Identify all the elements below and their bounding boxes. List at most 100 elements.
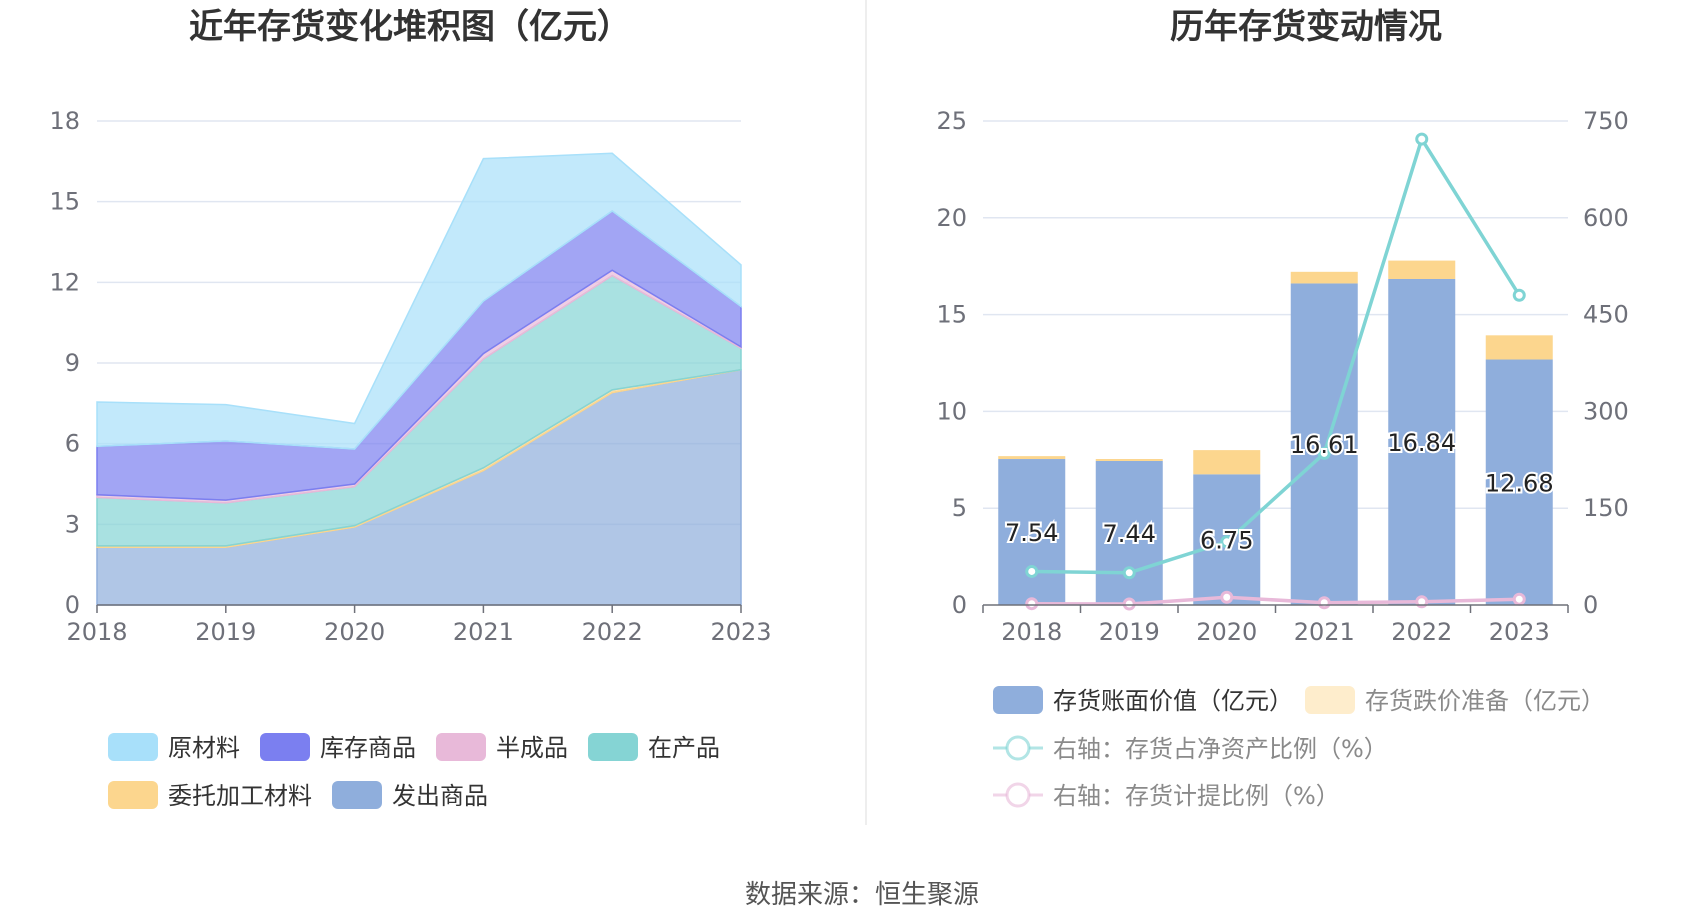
- right-chart-data-labels: 7.54 7.44 6.75 16.61 16.84 12.68: [1003, 427, 1556, 557]
- right-x-tick-label: 2018: [1001, 618, 1062, 646]
- legend-label: 右轴：存货占净资产比例（%）: [1053, 735, 1388, 763]
- line-point: [1220, 590, 1234, 604]
- bar-series-1: [1290, 283, 1358, 605]
- bar-value-label: 16.84: [1387, 429, 1456, 457]
- legend-swatch: [260, 733, 310, 761]
- left-chart: 近年存货变化堆积图（亿元） 0 3 6 9 12 15 18 2018 2019 2020 2021…: [49, 7, 771, 810]
- right-legend-item[interactable]: 存货账面价值（亿元）: [993, 686, 1293, 715]
- left-y-tick-label: 6: [65, 430, 80, 458]
- legend-label: 右轴：存货计提比例（%）: [1053, 782, 1340, 810]
- left-chart-axes: 0 3 6 9 12 15 18 2018 2019 2020 2021 2022 2023: [49, 107, 771, 646]
- left-y-tick-label: 3: [65, 510, 80, 538]
- bar-value-label: 16.61: [1290, 431, 1359, 459]
- right-legend-item[interactable]: 存货跌价准备（亿元）: [1305, 686, 1605, 715]
- line-point: [1512, 592, 1526, 606]
- bar-series-1: [998, 459, 1066, 605]
- line-series-2: [1031, 595, 1520, 606]
- right-y2-tick-label: 150: [1583, 494, 1629, 522]
- legend-swatch: [332, 781, 382, 809]
- legend-label: 半成品: [496, 734, 568, 762]
- line-point: [1512, 288, 1526, 302]
- line-point: [1220, 535, 1234, 549]
- legend-label: 原材料: [168, 734, 240, 762]
- line-point: [1317, 596, 1331, 610]
- line-series-1: [1031, 134, 1521, 575]
- bar-series-2: [1388, 260, 1456, 279]
- bar-series-1: [1485, 359, 1553, 605]
- right-chart: 历年存货变动情况 7.54 7.44 6.75 16.61 16.84 12.68 0 5 1…: [936, 7, 1628, 810]
- line-point: [1025, 597, 1039, 611]
- left-x-tick-label: 2019: [195, 618, 256, 646]
- bar-series-1: [1388, 278, 1456, 605]
- bar-value-label: 12.68: [1485, 469, 1554, 497]
- left-x-tick-label: 2020: [324, 618, 385, 646]
- bar-series-2: [1095, 459, 1163, 461]
- right-y2-tick-label: 750: [1583, 107, 1629, 135]
- bar-value-label: 7.44: [1103, 520, 1156, 548]
- left-x-tick-label: 2021: [453, 618, 514, 646]
- legend-label: 库存商品: [320, 734, 416, 762]
- left-x-tick-label: 2023: [710, 618, 771, 646]
- bar-value-label: 6.75: [1200, 527, 1253, 555]
- legend-label: 存货账面价值（亿元）: [1053, 687, 1293, 715]
- legend-marker-swatch: [1005, 735, 1031, 761]
- right-y2-tick-label: 450: [1583, 301, 1629, 329]
- bar-series-2: [998, 456, 1066, 460]
- bar-series-2: [1485, 335, 1553, 360]
- right-y-tick-label: 15: [936, 301, 967, 329]
- line-point: [1122, 597, 1136, 611]
- area-series-6: [96, 152, 742, 450]
- legend-label: 在产品: [648, 734, 720, 762]
- right-y-tick-label: 10: [936, 397, 967, 425]
- left-chart-title: 近年存货变化堆积图（亿元）: [189, 7, 631, 47]
- data-source-note: 数据来源：恒生聚源: [745, 880, 979, 910]
- left-y-tick-label: 12: [49, 268, 80, 296]
- left-x-tick-label: 2022: [582, 618, 643, 646]
- left-chart-areas: [96, 152, 742, 606]
- right-y2-tick-label: 600: [1583, 204, 1629, 232]
- left-legend-item[interactable]: 库存商品: [260, 733, 416, 762]
- right-y2-tick-label: 300: [1583, 397, 1629, 425]
- right-legend-item[interactable]: 右轴：存货占净资产比例（%）: [993, 735, 1388, 763]
- right-x-tick-label: 2023: [1489, 618, 1550, 646]
- legend-swatch: [108, 781, 158, 809]
- right-y-tick-label: 25: [936, 107, 967, 135]
- left-legend-item[interactable]: 发出商品: [332, 781, 488, 810]
- left-legend-item[interactable]: 委托加工材料: [108, 781, 312, 810]
- line-point: [1025, 564, 1039, 578]
- line-point: [1415, 132, 1429, 146]
- legend-label: 存货跌价准备（亿元）: [1365, 687, 1605, 715]
- right-y-tick-label: 20: [936, 204, 967, 232]
- right-x-tick-label: 2021: [1294, 618, 1355, 646]
- line-point: [1317, 446, 1331, 460]
- left-y-tick-label: 15: [49, 188, 80, 216]
- legend-swatch: [436, 733, 486, 761]
- left-y-tick-label: 9: [65, 349, 80, 377]
- right-chart-bars: [998, 260, 1553, 605]
- right-chart-lines: [1025, 132, 1526, 611]
- right-chart-title: 历年存货变动情况: [1170, 7, 1442, 47]
- bar-series-2: [1290, 271, 1358, 284]
- right-y2-tick-label: 0: [1583, 591, 1598, 619]
- bar-value-label: 7.54: [1005, 519, 1058, 547]
- right-x-tick-label: 2020: [1196, 618, 1257, 646]
- bar-series-2: [1193, 450, 1261, 475]
- legend-swatch: [108, 733, 158, 761]
- right-legend-item[interactable]: 右轴：存货计提比例（%）: [993, 782, 1340, 810]
- left-legend-item[interactable]: 原材料: [108, 733, 240, 762]
- legend-label: 发出商品: [392, 782, 488, 810]
- legend-marker-swatch: [1005, 782, 1031, 808]
- left-legend-item[interactable]: 在产品: [588, 733, 720, 762]
- right-y-tick-label: 0: [952, 591, 967, 619]
- legend-swatch: [993, 686, 1043, 714]
- left-y-tick-label: 18: [49, 107, 80, 135]
- left-legend-item[interactable]: 半成品: [436, 733, 568, 762]
- bar-series-1: [1095, 460, 1163, 605]
- right-y-tick-label: 5: [952, 494, 967, 522]
- right-chart-axes: 0 5 10 15 20 25 0 150 300 450 600 750 2018 2019 2020 20…: [936, 107, 1628, 646]
- line-point: [1122, 566, 1136, 580]
- right-chart-grid: [983, 120, 1568, 509]
- right-chart-legend[interactable]: 存货账面价值（亿元） 存货跌价准备（亿元） 右轴：存货占净资产比例（%） 右轴：存货计…: [993, 686, 1605, 810]
